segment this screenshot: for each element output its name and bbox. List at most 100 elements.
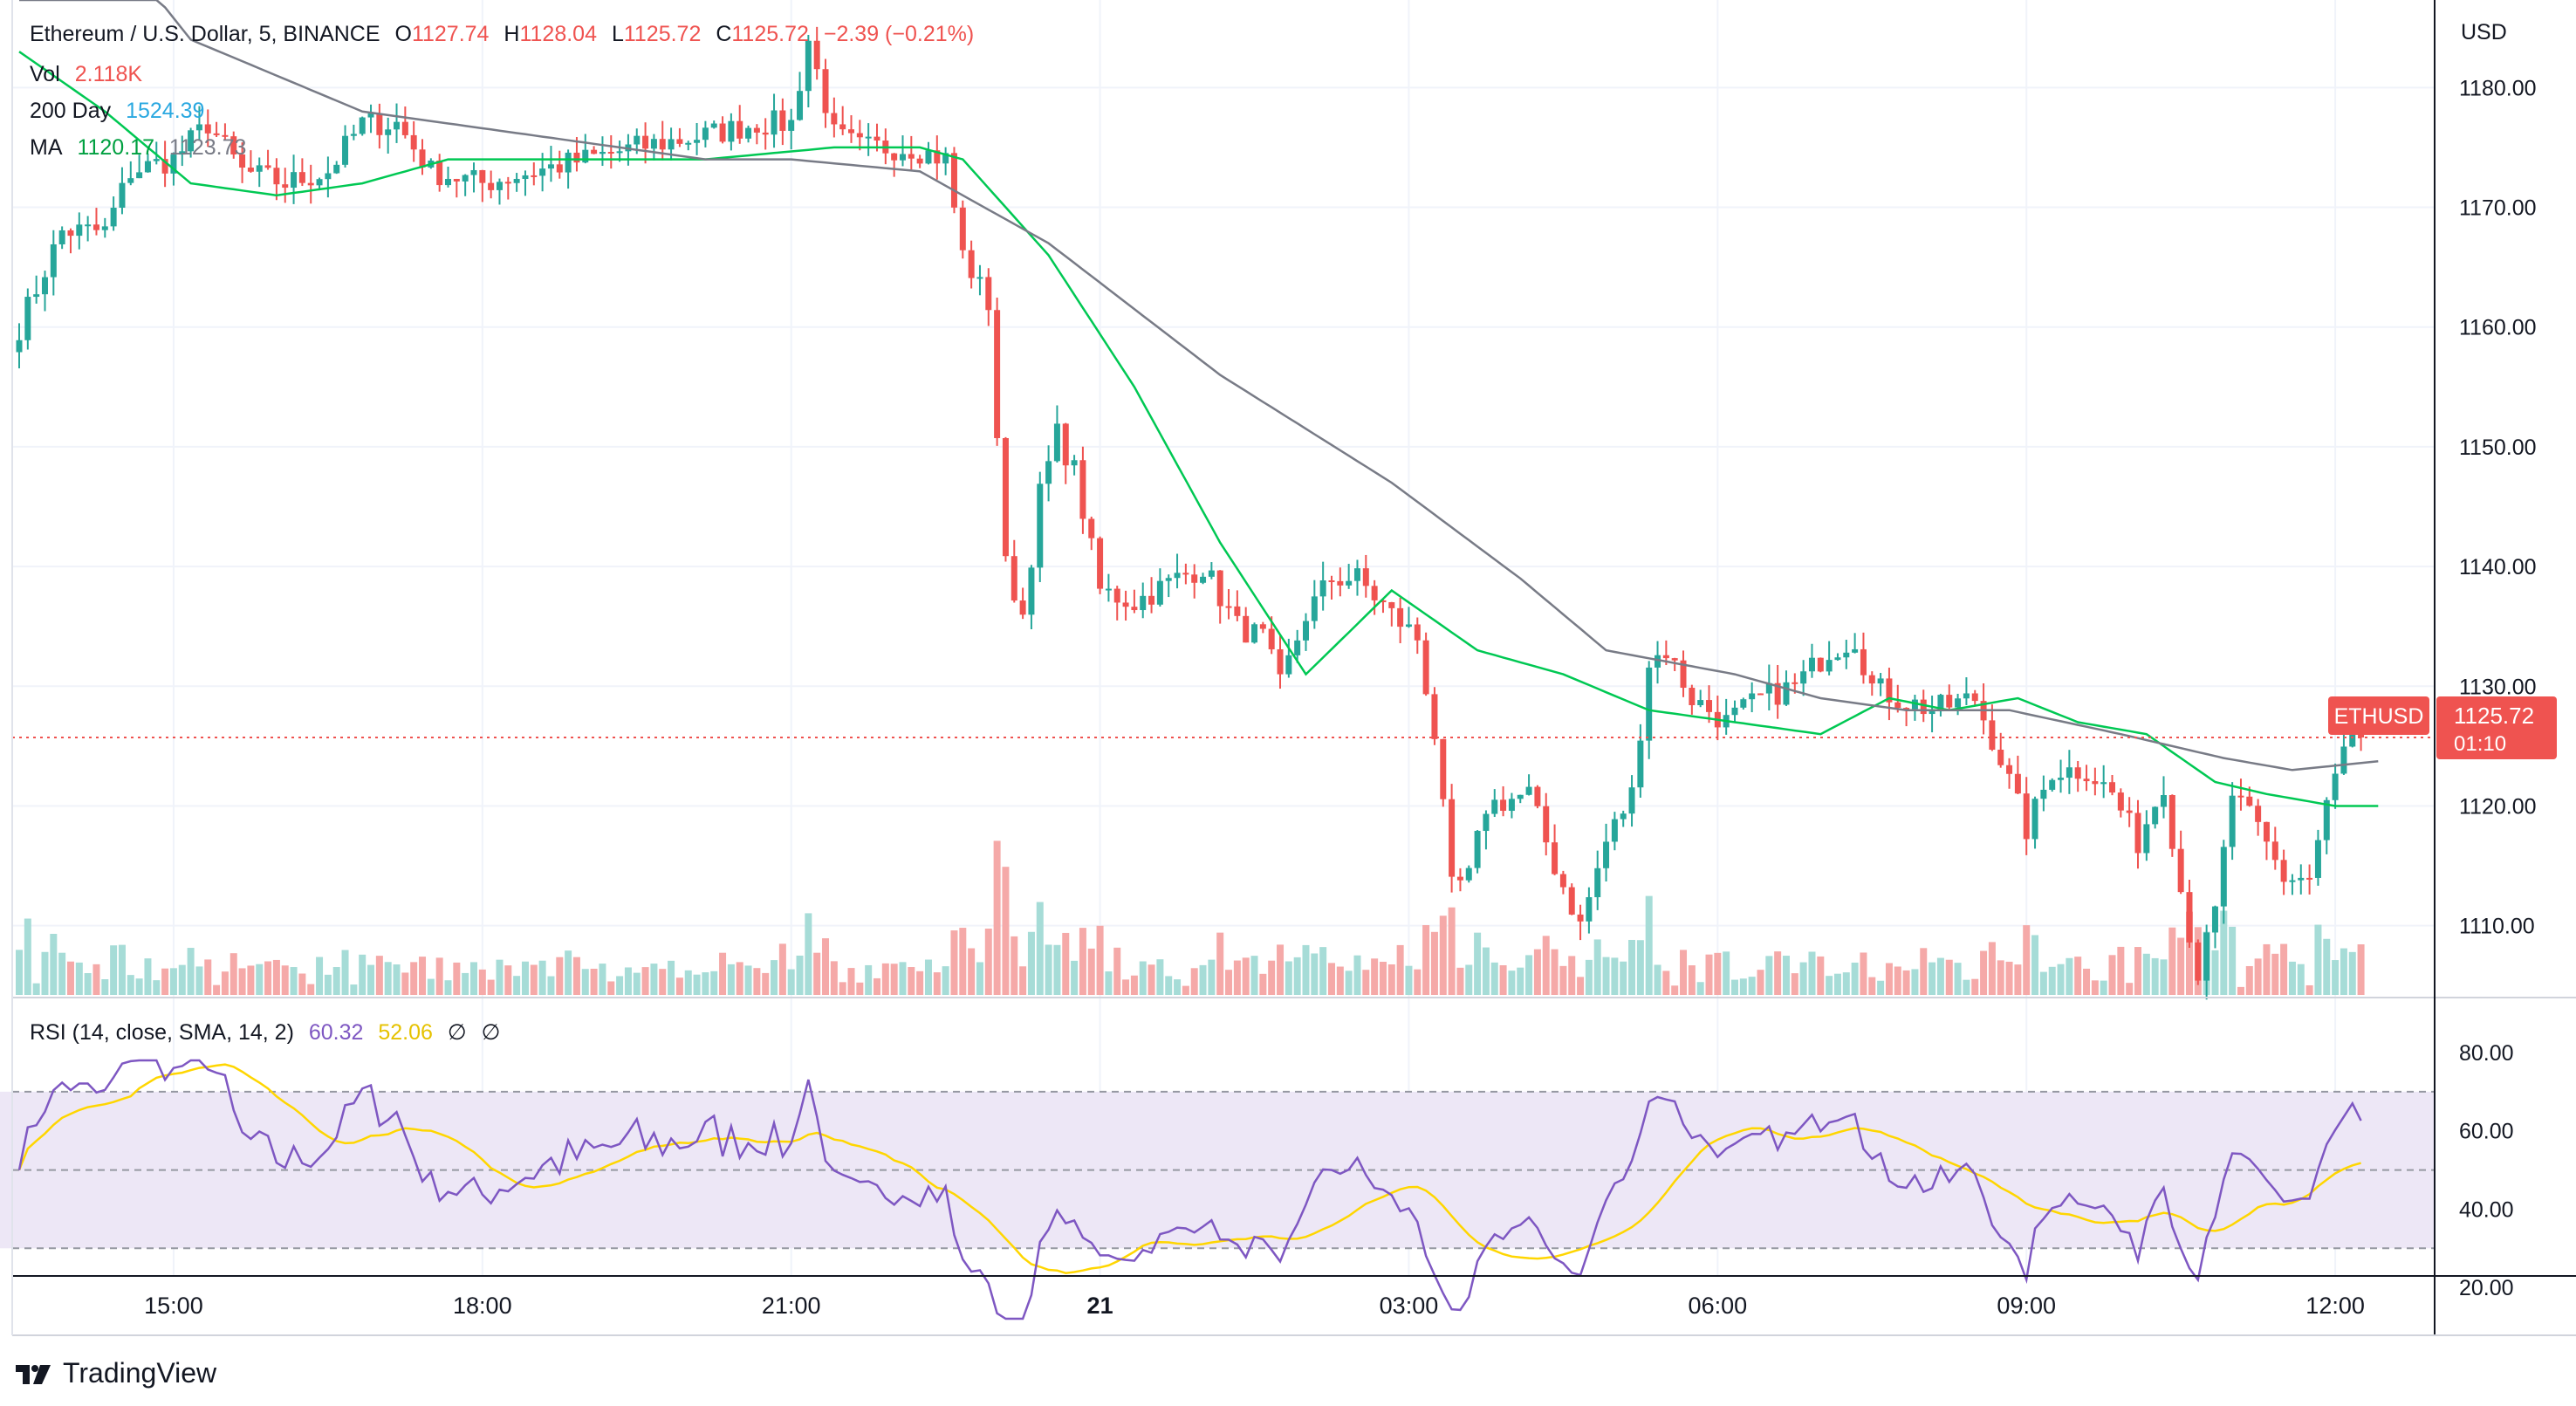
volume-bar bbox=[504, 965, 512, 995]
volume-bar bbox=[942, 966, 949, 995]
volume-bar bbox=[599, 964, 606, 995]
volume-bar bbox=[2126, 983, 2134, 995]
candle-body bbox=[1508, 799, 1515, 812]
candle-body bbox=[282, 184, 289, 189]
candle-body bbox=[1568, 887, 1575, 915]
candle-body bbox=[161, 159, 168, 174]
volume-bar bbox=[1963, 979, 1970, 995]
volume-bar bbox=[675, 977, 683, 995]
candle-body bbox=[994, 310, 1001, 438]
candle-body bbox=[291, 172, 298, 189]
volume-bar bbox=[556, 957, 564, 995]
volume-bar bbox=[341, 950, 349, 995]
candle-body bbox=[668, 139, 675, 150]
symbol-title: Ethereum / U.S. Dollar, 5, BINANCE bbox=[30, 22, 380, 46]
candle-body bbox=[1808, 657, 1815, 672]
candle-body bbox=[728, 120, 735, 142]
legend-rsi[interactable]: RSI (14, close, SMA, 14, 2) 60.32 52.06 … bbox=[30, 1019, 509, 1046]
volume-bar bbox=[359, 954, 367, 995]
legend-ohlc[interactable]: Ethereum / U.S. Dollar, 5, BINANCE O1127… bbox=[30, 21, 983, 47]
rsi-axis[interactable]: 80.00 60.00 40.00 20.00 bbox=[2459, 1041, 2514, 1300]
legend-200day[interactable]: 200 Day 1524.39 bbox=[30, 98, 213, 124]
price-axis[interactable]: USD 1180.00 1170.00 1160.00 1150.00 1140.00 1… bbox=[2459, 20, 2537, 939]
candle-body bbox=[1200, 576, 1207, 583]
volume-bar bbox=[1079, 928, 1086, 995]
volume-bar bbox=[316, 957, 324, 995]
volume-bar bbox=[1482, 947, 1490, 995]
candle-body bbox=[1285, 655, 1292, 675]
candles[interactable] bbox=[16, 26, 2365, 1000]
candle-body bbox=[401, 121, 408, 135]
volume-bar bbox=[1105, 971, 1113, 995]
volume-bar bbox=[1430, 931, 1438, 995]
candle-body bbox=[950, 153, 957, 208]
volume-bar bbox=[281, 965, 289, 995]
volume-bar bbox=[1671, 985, 1679, 995]
ma-value-slow: 1123.73 bbox=[168, 135, 247, 160]
price-tick-label: 1150.00 bbox=[2459, 436, 2537, 460]
candle-body bbox=[1011, 556, 1017, 601]
volume-bar bbox=[787, 969, 795, 995]
candle-body bbox=[1800, 671, 1807, 684]
candle-body bbox=[2092, 781, 2099, 785]
candle-body bbox=[1097, 538, 1104, 589]
volume-bar bbox=[805, 913, 812, 995]
volume-bar bbox=[1696, 982, 1704, 995]
candle-body bbox=[1037, 484, 1044, 568]
volume-bar bbox=[899, 962, 907, 995]
volume-bar bbox=[856, 982, 864, 995]
candle-body bbox=[2143, 824, 2150, 854]
ohlc-close: C1125.72 bbox=[716, 22, 809, 46]
candle-body bbox=[1388, 602, 1395, 608]
volume-bar bbox=[1568, 956, 1576, 995]
candle-body bbox=[1208, 570, 1215, 577]
candle-body bbox=[556, 164, 563, 173]
volume-bar bbox=[1782, 956, 1790, 995]
volume-bar bbox=[238, 968, 246, 995]
grid bbox=[12, 0, 2435, 1276]
volume-bar bbox=[2039, 971, 2047, 995]
time-tick-label: 06:00 bbox=[1689, 1293, 1748, 1319]
candle-body bbox=[934, 150, 941, 164]
candle-body bbox=[1655, 655, 1661, 668]
candle-body bbox=[2220, 847, 2227, 907]
candle-body bbox=[2177, 848, 2184, 893]
volume-bar bbox=[521, 961, 529, 995]
volume-bar bbox=[1842, 972, 1850, 995]
volume-bar bbox=[478, 969, 486, 995]
legend-ma[interactable]: MA 1120.17 1123.73 bbox=[30, 134, 255, 161]
candle-body bbox=[839, 124, 846, 130]
price-tick-label: 1120.00 bbox=[2459, 794, 2537, 819]
candle-body bbox=[1105, 588, 1112, 591]
tradingview-logo[interactable]: TradingView bbox=[14, 1357, 216, 1389]
rsi-sma-value: 52.06 bbox=[378, 1020, 433, 1045]
candle-body bbox=[445, 178, 451, 186]
volume-bar bbox=[1680, 950, 1688, 995]
volume-bar bbox=[2066, 957, 2073, 995]
candle-body bbox=[170, 154, 177, 174]
volume-bar bbox=[2348, 951, 2356, 995]
time-tick-label: 12:00 bbox=[2305, 1293, 2365, 1319]
candle-body bbox=[2168, 795, 2175, 849]
legend-volume[interactable]: Vol 2.118K bbox=[30, 61, 151, 87]
candle-body bbox=[1757, 693, 1764, 696]
volume-bar bbox=[2280, 943, 2288, 995]
candle-body bbox=[1628, 787, 1635, 814]
candle-body bbox=[1706, 700, 1713, 712]
candle-body bbox=[1689, 688, 1696, 705]
day200-value: 1524.39 bbox=[126, 99, 205, 123]
candle-body bbox=[736, 120, 743, 139]
time-axis[interactable]: 15:00 18:00 21:00 21 03:00 06:00 09:00 12:00 bbox=[144, 1293, 2365, 1319]
time-tick-label: 15:00 bbox=[144, 1293, 203, 1319]
candle-body bbox=[213, 133, 220, 135]
volume-bar bbox=[2151, 957, 2159, 995]
brand-name: TradingView bbox=[63, 1357, 217, 1389]
volume-bar bbox=[290, 967, 298, 995]
volume-bar bbox=[950, 930, 958, 995]
time-tick-label: 03:00 bbox=[1380, 1293, 1439, 1319]
volume-bar bbox=[1139, 961, 1147, 995]
volume-bar bbox=[702, 972, 709, 995]
candle-body bbox=[2332, 773, 2339, 800]
volume-bar bbox=[1817, 956, 1825, 995]
